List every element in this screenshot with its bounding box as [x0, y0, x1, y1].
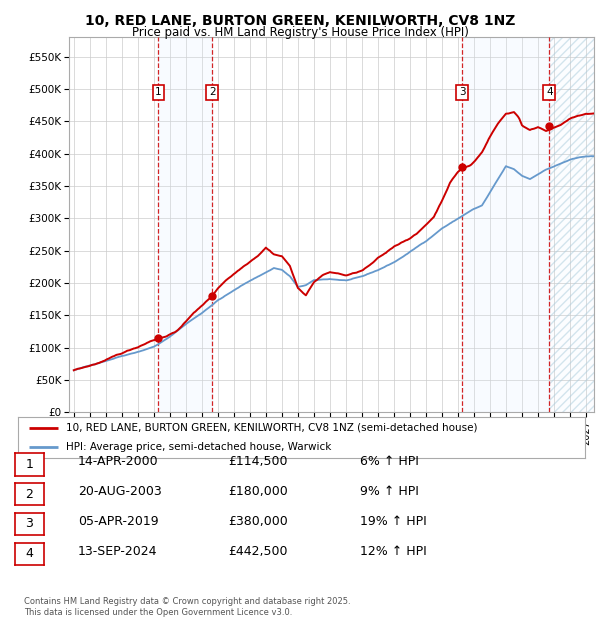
Text: Price paid vs. HM Land Registry's House Price Index (HPI): Price paid vs. HM Land Registry's House … [131, 26, 469, 39]
Text: 10, RED LANE, BURTON GREEN, KENILWORTH, CV8 1NZ: 10, RED LANE, BURTON GREEN, KENILWORTH, … [85, 14, 515, 28]
Text: 4: 4 [25, 547, 34, 560]
Text: 13-SEP-2024: 13-SEP-2024 [78, 545, 157, 557]
Text: 2: 2 [209, 87, 215, 97]
Bar [550, 37, 594, 412]
Text: 1: 1 [25, 458, 34, 471]
Text: 9% ↑ HPI: 9% ↑ HPI [360, 485, 419, 498]
Text: 14-APR-2000: 14-APR-2000 [78, 456, 158, 468]
Text: 12% ↑ HPI: 12% ↑ HPI [360, 545, 427, 557]
Text: 3: 3 [459, 87, 466, 97]
Bar [550, 37, 594, 412]
Bar [550, 37, 594, 412]
Text: £114,500: £114,500 [228, 456, 287, 468]
Text: £380,000: £380,000 [228, 515, 288, 528]
Text: 10, RED LANE, BURTON GREEN, KENILWORTH, CV8 1NZ (semi-detached house): 10, RED LANE, BURTON GREEN, KENILWORTH, … [66, 423, 478, 433]
Text: 1: 1 [155, 87, 162, 97]
Text: Contains HM Land Registry data © Crown copyright and database right 2025.
This d: Contains HM Land Registry data © Crown c… [24, 598, 350, 617]
Text: 19% ↑ HPI: 19% ↑ HPI [360, 515, 427, 528]
Text: 20-AUG-2003: 20-AUG-2003 [78, 485, 162, 498]
Text: 05-APR-2019: 05-APR-2019 [78, 515, 158, 528]
Text: HPI: Average price, semi-detached house, Warwick: HPI: Average price, semi-detached house,… [66, 441, 332, 451]
Text: 6% ↑ HPI: 6% ↑ HPI [360, 456, 419, 468]
Text: £442,500: £442,500 [228, 545, 287, 557]
Text: 4: 4 [546, 87, 553, 97]
Bar [158, 37, 212, 412]
Text: £180,000: £180,000 [228, 485, 288, 498]
Text: 2: 2 [25, 488, 34, 500]
Text: 3: 3 [25, 518, 34, 530]
Bar [462, 37, 550, 412]
